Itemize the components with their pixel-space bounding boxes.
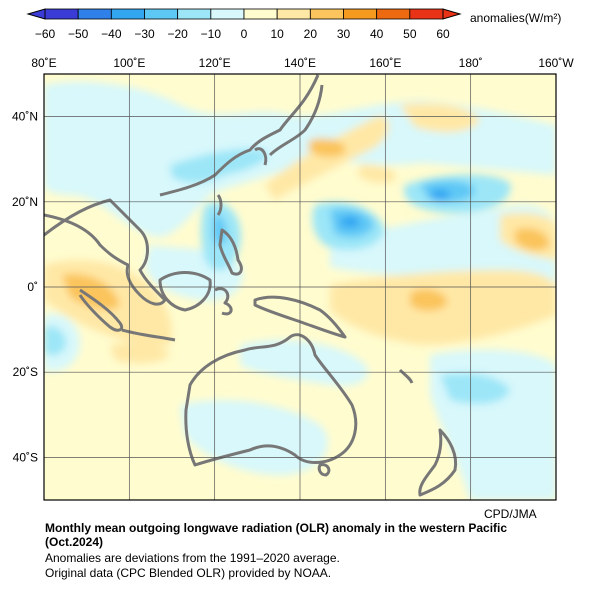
coastline-sulawesi — [214, 287, 233, 316]
coastline-korea — [254, 147, 268, 166]
anomaly-area — [240, 340, 369, 386]
anomaly-area — [440, 373, 510, 404]
colorbar-tick-label: −50 — [68, 27, 89, 41]
colorbar-tick-label: −40 — [101, 27, 122, 41]
colorbar-cell — [276, 8, 311, 20]
colorbar-unit-label: anomalies(W/m²) — [470, 11, 561, 25]
coastline-java — [121, 328, 176, 342]
source-note: Original data (CPC Blended OLR) provided… — [45, 566, 332, 580]
latitude-label: 20˚N — [12, 195, 38, 209]
anomaly-area — [110, 343, 170, 364]
anomaly-area — [340, 216, 360, 228]
latitude-label: 20˚S — [13, 365, 38, 379]
colorbar-cell — [144, 8, 179, 20]
colorbar-tick-label: 10 — [270, 27, 284, 41]
colorbar-cell — [77, 8, 112, 20]
colorbar-tick-labels: −60 −50 −40 −30 −20 −10 0 10 20 30 40 50 60 — [35, 27, 450, 41]
longitude-label: 120˚E — [199, 56, 231, 70]
latitude-label: 0˚ — [27, 280, 38, 294]
colorbar-cell — [177, 8, 212, 20]
coastline-tasmania — [317, 463, 331, 477]
anomaly-area — [515, 228, 550, 251]
colorbar-cell — [343, 8, 378, 20]
colorbar-cell — [110, 8, 145, 20]
anomaly-area — [213, 214, 227, 246]
colorbar-tick-label: 30 — [337, 27, 351, 41]
coastline-taiwan — [216, 194, 223, 216]
anomaly-area — [430, 189, 450, 201]
baseline-note: Anomalies are deviations from the 1991–2… — [45, 551, 340, 565]
longitude-label: 100˚E — [113, 56, 145, 70]
colorbar-tick-label: −10 — [201, 27, 222, 41]
latitude-label: 40˚S — [13, 450, 38, 464]
longitude-label: 160˚E — [369, 56, 401, 70]
coastline-borneo — [158, 271, 212, 312]
coastline-philippines — [218, 228, 243, 276]
coastline-sumatra — [78, 288, 124, 332]
anomaly-area — [330, 270, 556, 345]
colorbar-tick-label: 20 — [304, 27, 318, 41]
olr-anomaly-map: 80˚E 100˚E 120˚E 140˚E 160˚E 180˚ 160˚W 40˚N 20… — [12, 56, 574, 501]
colorbar-cell — [409, 8, 444, 20]
coastline-new-zealand — [418, 428, 458, 497]
coastline-new-guinea — [253, 295, 347, 339]
anomaly-area — [308, 138, 346, 157]
credit-label: CPD/JMA — [484, 507, 537, 521]
coastline-australia — [184, 333, 358, 467]
colorbar-cell — [376, 8, 411, 20]
colorbar-cell — [210, 8, 245, 20]
colorbar-right-arrow — [442, 8, 462, 20]
anomaly-area — [330, 205, 556, 285]
coastlines — [44, 74, 458, 497]
coastline-china-coast — [159, 74, 320, 197]
longitude-label: 160˚W — [538, 56, 574, 70]
anomaly-area — [62, 274, 120, 310]
map-title-line1: Monthly mean outgoing longwave radiation… — [45, 521, 508, 535]
anomaly-area — [358, 164, 396, 183]
colorbar-tick-label: 60 — [436, 27, 450, 41]
colorbar-tick-label: −20 — [167, 27, 188, 41]
coastline-asia-mainland — [44, 198, 167, 306]
longitude-label: 180˚ — [459, 56, 483, 70]
colorbar-cell — [243, 8, 278, 20]
coastline-pacific-islands — [398, 368, 414, 384]
colorbar-tick-label: 50 — [403, 27, 417, 41]
anomaly-area — [170, 148, 268, 183]
colorbar-cell — [44, 8, 79, 20]
latitude-label: 40˚N — [12, 110, 38, 124]
anomaly-area — [180, 400, 328, 475]
colorbar-left-arrow — [26, 8, 46, 20]
longitude-label: 140˚E — [284, 56, 316, 70]
lat-lon-grid — [44, 74, 556, 500]
colorbar-tick-label: −60 — [35, 27, 56, 41]
anomaly-area — [44, 326, 67, 356]
longitude-labels: 80˚E 100˚E 120˚E 140˚E 160˚E 180˚ 160˚W — [31, 56, 574, 70]
colorbar-tick-label: −30 — [134, 27, 155, 41]
anomaly-area — [400, 103, 480, 133]
map-frame — [43, 73, 557, 501]
coastline-japan — [268, 84, 324, 157]
latitude-labels: 40˚N 20˚N 0˚ 20˚S 40˚S — [12, 110, 38, 465]
colorbar-legend: −60 −50 −40 −30 −20 −10 0 10 20 30 40 50 60 anomalie… — [26, 8, 561, 41]
colorbar-cells — [44, 8, 444, 20]
colorbar-tick-label: 0 — [241, 27, 248, 41]
colorbar-tick-label: 40 — [370, 27, 384, 41]
colorbar-cell — [309, 8, 344, 20]
map-title-line2: (Oct.2024) — [45, 535, 104, 549]
anomaly-area — [410, 289, 448, 311]
anomaly-area — [265, 115, 389, 200]
longitude-label: 80˚E — [31, 56, 56, 70]
